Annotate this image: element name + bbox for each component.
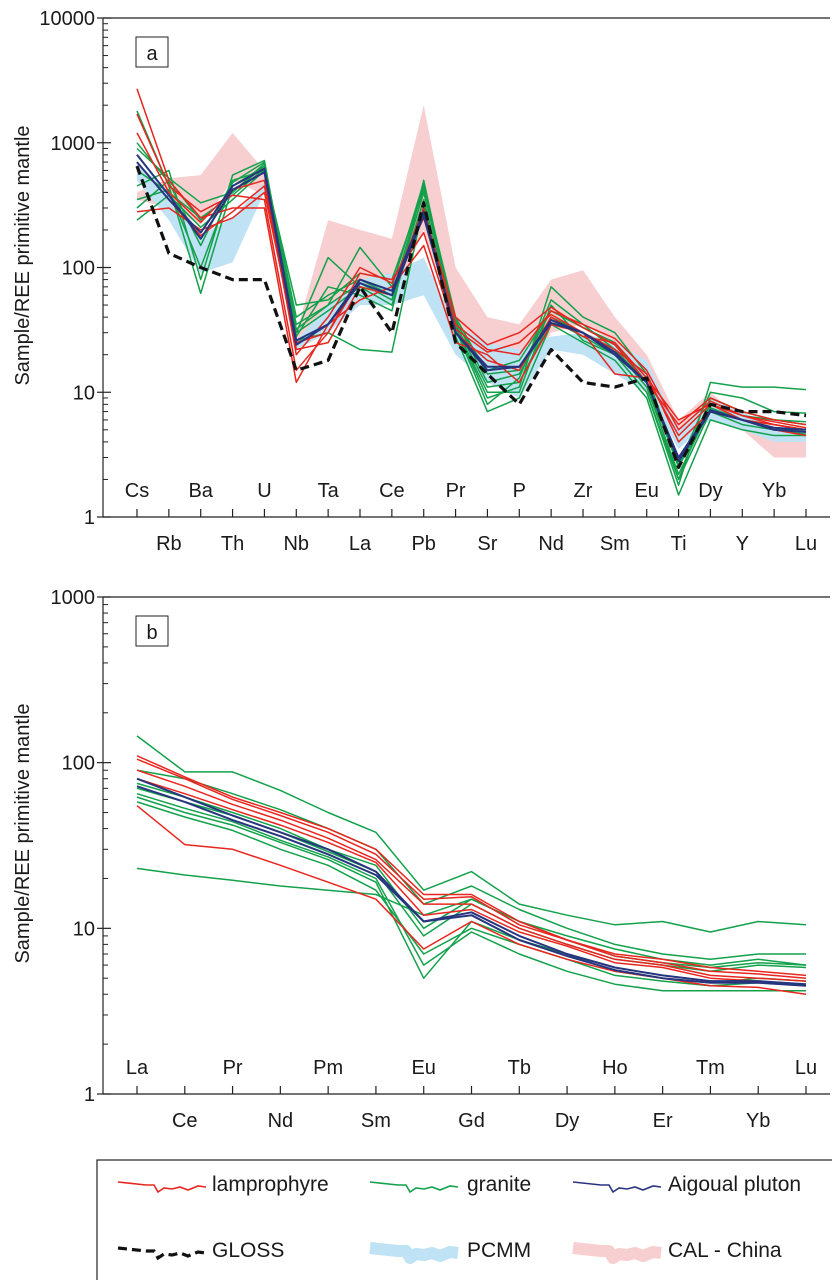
x-tick-label: Ba xyxy=(188,480,213,502)
y-tick-label: 1 xyxy=(84,507,95,529)
x-tick-label: Cs xyxy=(125,480,149,502)
panel-label-box xyxy=(135,36,169,68)
legend-item-cal-china: CAL - China xyxy=(572,1239,782,1264)
panel-a-spider-diagram: 1 10 100 1000 10000 Sample/REE primitive mant… xyxy=(12,8,830,555)
granite-series-line xyxy=(136,769,806,961)
aigoual-series-line xyxy=(136,777,807,986)
legend-swatch xyxy=(117,1246,207,1261)
x-tick-label: Ce xyxy=(379,480,405,502)
legend-swatch xyxy=(572,1242,662,1264)
legend-swatch xyxy=(369,1242,459,1264)
x-tick-label: Zr xyxy=(574,480,593,502)
x-tick-label: Yb xyxy=(746,1110,770,1132)
lamprophyre-series-line xyxy=(136,777,807,987)
legend-label: granite xyxy=(467,1173,531,1196)
x-tick-label: Rb xyxy=(156,533,182,555)
x-tick-label: Dy xyxy=(698,480,722,502)
x-tick-label: Tm xyxy=(696,1057,725,1079)
x-tick-label: Nd xyxy=(268,1110,294,1132)
x-tick-label: Pb xyxy=(411,533,435,555)
granite-series-line xyxy=(136,161,807,481)
x-tick-label: Th xyxy=(221,533,244,555)
x-tick-label: Gd xyxy=(458,1110,485,1132)
x-tick-label: Ta xyxy=(318,480,340,502)
x-tick-label: Eu xyxy=(411,1057,435,1079)
x-tick-label: Nd xyxy=(538,533,564,555)
y-tick-label: 1 xyxy=(84,1084,95,1106)
x-tick-label: Yb xyxy=(762,480,786,502)
lamprophyre-series-line xyxy=(136,755,807,977)
lamprophyre-series-line xyxy=(136,758,807,979)
x-tick-label: Er xyxy=(653,1110,673,1132)
granite-series-line xyxy=(136,782,807,969)
granite-series-line xyxy=(136,787,807,973)
y-tick-label: 10 xyxy=(73,382,95,404)
x-tick-label: Nb xyxy=(283,533,309,555)
x-tick-label: P xyxy=(513,480,526,502)
x-tick-label: La xyxy=(349,533,372,555)
legend-swatch xyxy=(572,1181,662,1194)
y-tick-label: 100 xyxy=(62,258,95,280)
x-tick-label: Tb xyxy=(508,1057,531,1079)
y-tick-label: 1000 xyxy=(51,587,96,609)
x-tick-label: Ti xyxy=(671,533,687,555)
legend-item-aigoual: Aigoual pluton xyxy=(572,1173,801,1196)
legend: lamprophyre granite Aigoual pluton GLOSS PCM… xyxy=(96,1159,832,1280)
lamprophyre-series-line xyxy=(136,805,807,996)
y-axis-label: Sample/REE primitive mantle xyxy=(12,125,34,385)
panel-b-ree-diagram: 1 10 100 1000 Sample/REE primitive mantle La C… xyxy=(12,587,830,1132)
x-tick-label: Lu xyxy=(795,533,817,555)
legend-item-lamprophyre: lamprophyre xyxy=(117,1173,329,1196)
legend-swatch xyxy=(369,1181,459,1194)
aigoual-series-line xyxy=(136,785,807,987)
x-tick-label: Ho xyxy=(602,1057,628,1079)
x-tick-label: Y xyxy=(736,533,749,555)
series-lines xyxy=(135,88,807,496)
legend-box xyxy=(96,1159,832,1280)
x-tick-label: Dy xyxy=(555,1110,579,1132)
panel-label: a xyxy=(146,43,158,65)
x-tick-label: Pr xyxy=(223,1057,243,1079)
lamprophyre-series-line xyxy=(136,769,807,982)
legend-label: Aigoual pluton xyxy=(668,1173,801,1196)
y-tick-label: 1000 xyxy=(51,133,96,155)
granite-series-line xyxy=(136,796,807,984)
legend-label: PCMM xyxy=(467,1239,531,1262)
lamprophyre-series-line xyxy=(136,113,807,437)
y-tick-label: 100 xyxy=(62,753,95,775)
panel-label-box xyxy=(135,615,169,647)
lamprophyre-series-line xyxy=(136,132,807,431)
legend-item-gloss: GLOSS xyxy=(117,1239,284,1262)
legend-swatch xyxy=(117,1181,207,1194)
x-tick-label: Sm xyxy=(361,1110,391,1132)
lamprophyre-series-line xyxy=(136,191,807,431)
aigoual-series-line xyxy=(136,161,807,459)
y-tick-label: 10 xyxy=(73,918,95,940)
x-tick-label: Pm xyxy=(313,1057,343,1079)
x-tick-label: Sm xyxy=(600,533,630,555)
x-tick-label: Sr xyxy=(477,533,497,555)
gloss-series-line xyxy=(135,165,807,469)
legend-label: CAL - China xyxy=(668,1239,782,1262)
legend-item-pcmm: PCMM xyxy=(369,1239,531,1264)
x-tick-label: U xyxy=(257,480,271,502)
legend-item-granite: granite xyxy=(369,1173,531,1196)
granite-series-line xyxy=(136,867,807,966)
x-tick-label: La xyxy=(126,1057,149,1079)
granite-series-line xyxy=(136,792,806,992)
aigoual-series-line xyxy=(136,154,807,463)
x-tick-label: Eu xyxy=(634,480,658,502)
granite-series-line xyxy=(136,801,807,987)
y-tick-label: 10000 xyxy=(39,8,95,30)
legend-label: GLOSS xyxy=(212,1239,284,1262)
x-tick-label: Pr xyxy=(446,480,466,502)
granite-series-line xyxy=(136,735,807,933)
panel-label: b xyxy=(146,622,157,644)
y-axis-label: Sample/REE primitive mantle xyxy=(12,703,34,963)
x-tick-label: Ce xyxy=(172,1110,198,1132)
x-tick-label: Lu xyxy=(795,1057,817,1079)
series-lines xyxy=(136,735,807,996)
legend-label: lamprophyre xyxy=(212,1173,329,1196)
